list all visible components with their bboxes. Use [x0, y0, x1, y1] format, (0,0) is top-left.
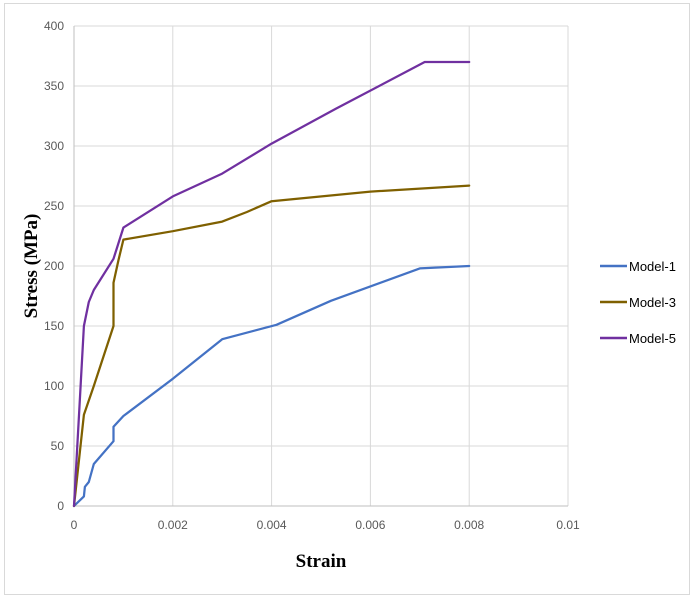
x-tick-label: 0.008	[454, 518, 484, 532]
y-tick-label: 50	[51, 439, 65, 453]
x-axis-title: Strain	[296, 551, 347, 572]
y-tick-label: 100	[44, 379, 64, 393]
y-axis-title: Stress (MPa)	[21, 214, 42, 319]
y-tick-label: 200	[44, 259, 64, 273]
y-tick-label: 0	[57, 499, 64, 513]
y-tick-label: 350	[44, 79, 64, 93]
series-line-model-5	[72, 60, 471, 508]
axes	[73, 26, 568, 507]
y-tick-label: 250	[44, 199, 64, 213]
y-tick-label: 150	[44, 319, 64, 333]
tick-labels: 0 50 100 150 200 250 300 350 400 0 0.002 0.004 0.006…	[44, 19, 580, 532]
series-line-model-3	[72, 184, 471, 508]
x-tick-label: 0.004	[257, 518, 287, 532]
gridlines	[74, 25, 569, 506]
legend-label: Model-5	[629, 331, 676, 346]
legend-label: Model-3	[629, 295, 676, 310]
x-tick-label: 0	[71, 518, 78, 532]
legend: Model-1 Model-3 Model-5	[600, 259, 676, 346]
x-tick-label: 0.006	[355, 518, 385, 532]
series-lines	[72, 60, 471, 508]
legend-label: Model-1	[629, 259, 676, 274]
x-tick-label: 0.01	[556, 518, 580, 532]
y-tick-label: 400	[44, 19, 64, 33]
series-line-model-1	[72, 264, 471, 508]
y-tick-label: 300	[44, 139, 64, 153]
x-tick-label: 0.002	[158, 518, 188, 532]
